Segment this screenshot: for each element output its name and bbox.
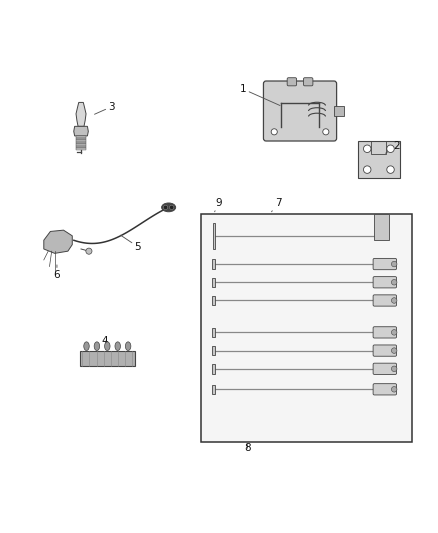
Bar	[80, 351, 135, 366]
Circle shape	[364, 166, 371, 173]
Circle shape	[392, 279, 397, 285]
Circle shape	[387, 166, 394, 173]
Polygon shape	[334, 106, 344, 117]
Circle shape	[392, 366, 397, 372]
Circle shape	[364, 145, 371, 152]
Text: 7: 7	[272, 198, 282, 212]
Polygon shape	[76, 102, 86, 126]
FancyBboxPatch shape	[373, 277, 396, 288]
Circle shape	[163, 205, 168, 209]
Text: 2: 2	[385, 141, 400, 154]
Bar	[212, 278, 215, 287]
Bar	[213, 223, 215, 249]
FancyBboxPatch shape	[263, 81, 336, 141]
FancyBboxPatch shape	[304, 78, 313, 86]
FancyBboxPatch shape	[287, 78, 297, 86]
Polygon shape	[74, 126, 88, 136]
Bar	[358, 141, 399, 178]
Polygon shape	[44, 230, 72, 253]
Ellipse shape	[115, 342, 120, 351]
Circle shape	[271, 129, 277, 135]
Bar	[77, 142, 85, 144]
Ellipse shape	[105, 342, 110, 351]
Text: 8: 8	[244, 443, 251, 453]
Circle shape	[170, 205, 174, 209]
Bar	[77, 148, 85, 150]
Bar	[212, 296, 215, 305]
FancyBboxPatch shape	[373, 363, 396, 375]
Ellipse shape	[162, 203, 176, 212]
Circle shape	[387, 145, 394, 152]
Circle shape	[323, 129, 329, 135]
Text: 4: 4	[102, 336, 109, 346]
Bar	[212, 364, 215, 374]
Circle shape	[392, 348, 397, 353]
Text: 3: 3	[95, 102, 115, 114]
Bar	[212, 328, 215, 337]
Bar	[201, 214, 412, 442]
Circle shape	[392, 329, 397, 335]
Circle shape	[392, 298, 397, 303]
Text: 5: 5	[120, 235, 141, 252]
FancyBboxPatch shape	[373, 327, 396, 338]
Bar	[77, 140, 85, 142]
Bar	[77, 136, 85, 138]
Bar	[212, 384, 215, 394]
Text: 9: 9	[215, 198, 223, 212]
Bar	[212, 259, 215, 269]
Circle shape	[392, 261, 397, 267]
FancyBboxPatch shape	[373, 345, 396, 356]
FancyBboxPatch shape	[373, 295, 396, 306]
Ellipse shape	[125, 342, 131, 351]
Ellipse shape	[94, 342, 99, 351]
Circle shape	[86, 248, 92, 254]
Bar	[77, 138, 85, 140]
Circle shape	[392, 386, 397, 392]
Bar	[374, 214, 389, 240]
FancyBboxPatch shape	[373, 384, 396, 395]
Bar	[212, 346, 215, 356]
Bar	[77, 144, 85, 146]
Text: 6: 6	[53, 265, 60, 280]
FancyBboxPatch shape	[373, 259, 396, 270]
Bar	[77, 146, 85, 148]
Ellipse shape	[84, 342, 89, 351]
Text: 1: 1	[240, 84, 280, 106]
